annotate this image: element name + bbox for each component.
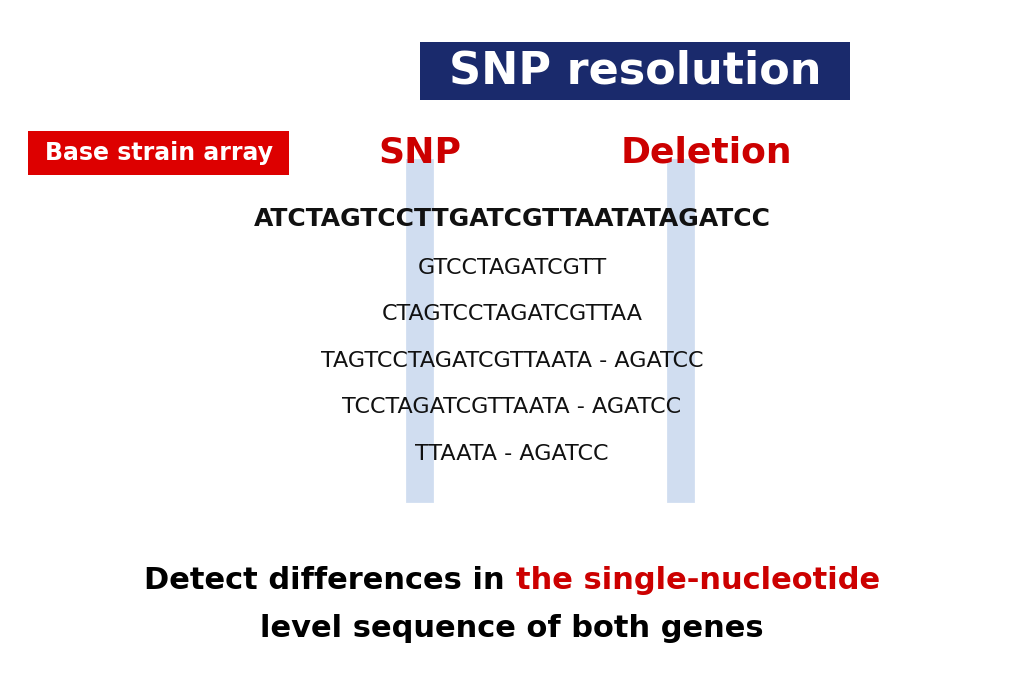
Text: TAGTCCTAGATCGTTAATA - AGATCC: TAGTCCTAGATCGTTAATA - AGATCC xyxy=(321,351,703,371)
Text: the single-nucleotide: the single-nucleotide xyxy=(515,566,880,595)
Text: SNP resolution: SNP resolution xyxy=(449,50,821,93)
Text: TTAATA - AGATCC: TTAATA - AGATCC xyxy=(416,443,608,464)
Text: SNP: SNP xyxy=(378,136,462,170)
Text: GTCCTAGATCGTT: GTCCTAGATCGTT xyxy=(418,257,606,278)
Text: CTAGTCCTAGATCGTTAA: CTAGTCCTAGATCGTTAA xyxy=(382,304,642,324)
FancyBboxPatch shape xyxy=(28,130,289,175)
Text: ATCTAGTCCTTGATCGTTAATATAGATCC: ATCTAGTCCTTGATCGTTAATATAGATCC xyxy=(254,206,770,231)
Text: Deletion: Deletion xyxy=(621,136,793,170)
Text: TCCTAGATCGTTAATA - AGATCC: TCCTAGATCGTTAATA - AGATCC xyxy=(342,397,682,418)
Text: Base strain array: Base strain array xyxy=(45,141,272,165)
FancyBboxPatch shape xyxy=(420,42,850,100)
Text: Detect differences in: Detect differences in xyxy=(144,566,515,595)
Text: level sequence of both genes: level sequence of both genes xyxy=(260,614,764,642)
